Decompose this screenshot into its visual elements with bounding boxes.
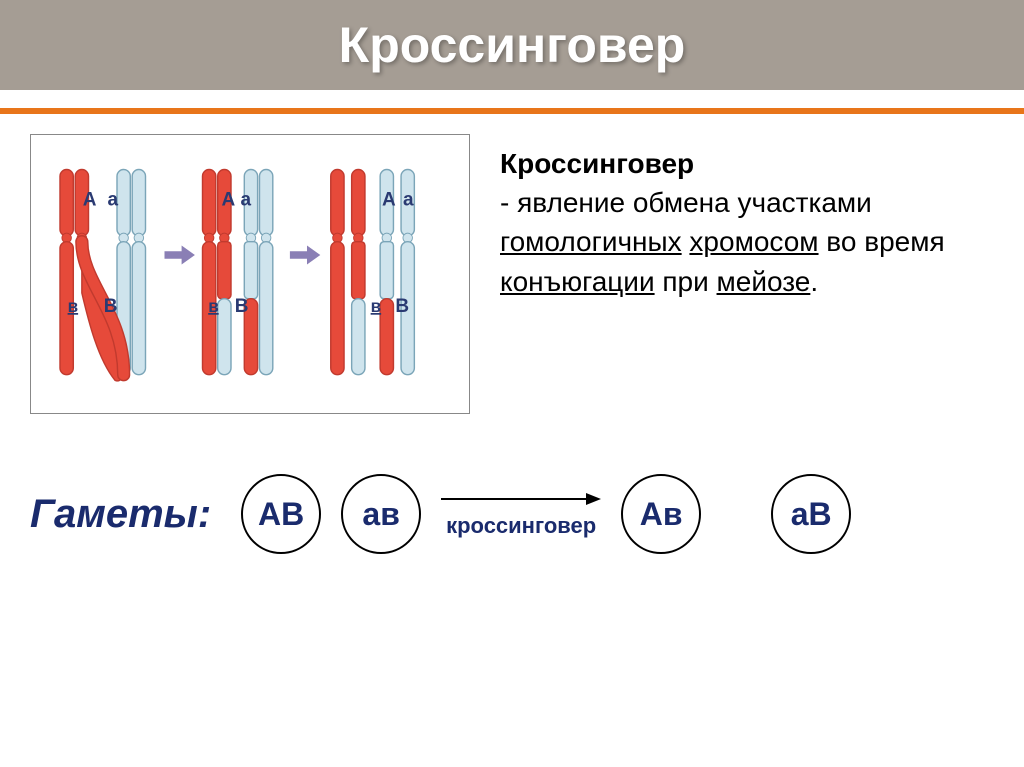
svg-text:А: А bbox=[222, 190, 236, 211]
definition-term: Кроссинговер bbox=[500, 148, 694, 179]
crossover-arrow-group: кроссинговер bbox=[441, 489, 601, 539]
svg-text:в: в bbox=[371, 297, 382, 316]
gametes-label: Гаметы: bbox=[30, 492, 211, 537]
svg-text:а: а bbox=[241, 190, 252, 211]
svg-text:В: В bbox=[395, 296, 409, 317]
svg-text:А: А bbox=[83, 190, 97, 211]
arrow-icon bbox=[441, 489, 601, 509]
chromosome-diagram: А а в В bbox=[30, 134, 470, 414]
gametes-row: Гаметы: АВ ав кроссинговер Ав аВ bbox=[30, 474, 994, 554]
content-area: А а в В bbox=[0, 114, 1024, 434]
gamete-Ab: Ав bbox=[621, 474, 701, 554]
svg-text:в: в bbox=[208, 297, 219, 316]
svg-text:В: В bbox=[235, 296, 249, 317]
title-bar: Кроссинговер bbox=[0, 0, 1024, 90]
arrow-label: кроссинговер bbox=[446, 513, 596, 539]
gamete-ab: ав bbox=[341, 474, 421, 554]
page-title: Кроссинговер bbox=[339, 16, 686, 74]
svg-text:в: в bbox=[68, 297, 79, 316]
svg-text:а: а bbox=[403, 190, 414, 211]
crossing-over-svg: А а в В bbox=[41, 145, 459, 403]
svg-text:А: А bbox=[382, 190, 396, 211]
svg-text:В: В bbox=[104, 296, 118, 317]
gamete-aB: аВ bbox=[771, 474, 851, 554]
definition-text: Кроссинговер - явление обмена участками … bbox=[500, 134, 994, 414]
gamete-AB: АВ bbox=[241, 474, 321, 554]
svg-text:а: а bbox=[108, 190, 119, 211]
definition-body: - явление обмена участками гомологичных … bbox=[500, 187, 945, 296]
